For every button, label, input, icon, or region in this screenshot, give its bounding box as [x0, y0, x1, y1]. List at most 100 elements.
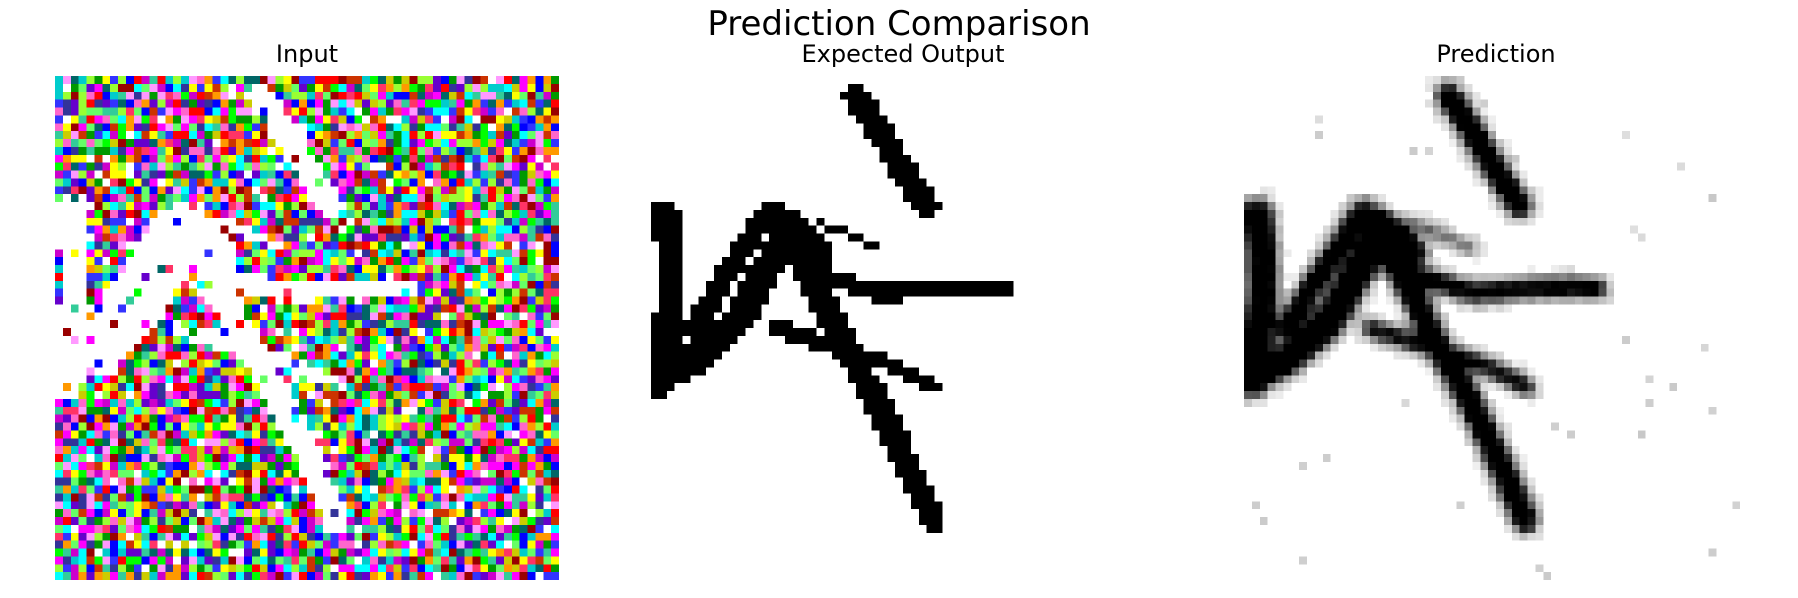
input-pixel [173, 131, 182, 140]
expected-pixel [784, 257, 793, 266]
input-pixel [244, 304, 252, 313]
input-pixel [141, 76, 150, 84]
input-pixel [543, 257, 552, 266]
input-pixel [330, 454, 339, 462]
input-pixel [401, 115, 410, 124]
expected-pixel [800, 225, 809, 234]
input-pixel [401, 217, 410, 226]
input-pixel [55, 170, 63, 179]
input-pixel [102, 548, 111, 557]
input-pixel [62, 178, 71, 187]
input-pixel [472, 509, 481, 518]
input-pixel [173, 76, 182, 84]
expected-pixel [910, 178, 919, 187]
input-pixel [212, 556, 221, 565]
input-pixel [496, 438, 504, 447]
input-pixel [448, 524, 457, 533]
input-pixel [322, 257, 331, 266]
expected-pixel [832, 328, 841, 336]
input-pixel [78, 99, 87, 108]
input-pixel [220, 406, 229, 415]
input-pixel [543, 485, 552, 494]
prediction-pixel [1464, 115, 1473, 124]
input-pixel [78, 76, 87, 84]
input-pixel [94, 406, 103, 415]
input-pixel [62, 257, 71, 266]
input-pixel [377, 351, 386, 360]
input-pixel [299, 406, 308, 415]
input-pixel [314, 438, 323, 447]
input-pixel [417, 438, 426, 447]
input-pixel [448, 178, 457, 187]
input-pixel [251, 375, 260, 384]
input-pixel [551, 225, 559, 234]
input-pixel [125, 422, 134, 431]
input-pixel [70, 328, 79, 336]
input-pixel [322, 202, 331, 210]
input-pixel [488, 178, 497, 187]
input-pixel [362, 217, 371, 226]
input-pixel [220, 139, 229, 147]
input-pixel [385, 194, 394, 203]
input-pixel [283, 241, 292, 250]
input-pixel [173, 359, 182, 368]
input-pixel [259, 162, 268, 171]
input-pixel [519, 288, 528, 297]
expected-pixel [777, 257, 785, 266]
input-pixel [141, 391, 150, 399]
input-pixel [212, 209, 221, 218]
input-pixel [314, 469, 323, 478]
input-pixel [401, 454, 410, 462]
prediction-pixel [1393, 265, 1402, 273]
input-pixel [370, 406, 378, 415]
input-pixel [535, 99, 544, 108]
input-pixel [401, 375, 410, 384]
input-pixel [141, 430, 150, 439]
prediction-pixel [1511, 170, 1520, 179]
input-pixel [267, 265, 276, 273]
input-pixel [275, 524, 284, 533]
input-pixel [440, 241, 449, 250]
input-pixel [393, 454, 402, 462]
input-pixel [480, 422, 489, 431]
input-pixel [102, 461, 111, 470]
input-pixel [511, 564, 520, 573]
input-pixel [385, 209, 394, 218]
input-pixel [236, 375, 245, 384]
input-pixel [70, 139, 79, 147]
input-pixel [519, 257, 528, 266]
input-pixel [551, 107, 559, 116]
input-pixel [307, 115, 315, 124]
input-pixel [181, 556, 189, 565]
input-pixel [385, 288, 394, 297]
input-pixel [551, 328, 559, 336]
input-pixel [133, 83, 142, 92]
input-pixel [338, 493, 347, 502]
input-pixel [417, 178, 426, 187]
expected-pixel [698, 335, 707, 344]
input-pixel [480, 335, 489, 344]
input-pixel [157, 359, 166, 368]
input-pixel [425, 485, 434, 494]
input-pixel [133, 414, 142, 423]
input-pixel [385, 343, 394, 352]
input-pixel [102, 335, 111, 344]
expected-pixel [832, 351, 841, 360]
input-pixel [346, 406, 355, 415]
input-pixel [472, 99, 481, 108]
input-pixel [330, 351, 339, 360]
input-pixel [496, 383, 504, 392]
input-pixel [346, 272, 355, 281]
input-pixel [55, 446, 63, 455]
input-pixel [551, 391, 559, 399]
expected-pixel [651, 367, 659, 376]
expected-pixel [737, 288, 746, 297]
prediction-pixel [1393, 241, 1402, 250]
input-pixel [110, 477, 119, 486]
input-pixel [425, 383, 434, 392]
expected-pixel [895, 414, 904, 423]
input-pixel [102, 146, 111, 155]
input-pixel [55, 391, 63, 399]
expected-pixel [666, 233, 675, 242]
input-pixel [393, 123, 402, 132]
